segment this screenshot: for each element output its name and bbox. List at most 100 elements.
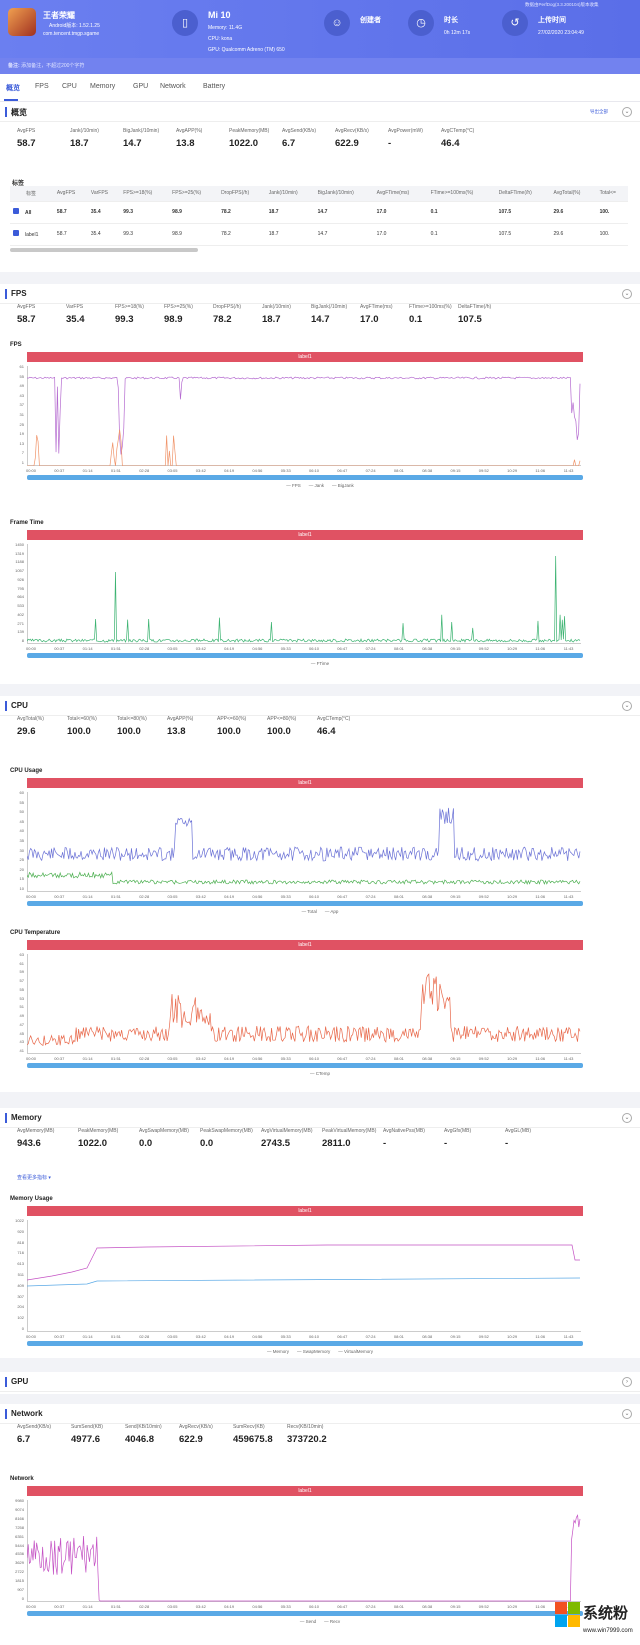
stat-label: AvgGL(MB) <box>505 1128 532 1134</box>
x-tick-label: 06:10 <box>309 1334 320 1339</box>
stat-value: 459675.8 <box>233 1434 273 1445</box>
stat-label: AvgNativePss(MB) <box>383 1128 425 1134</box>
collapse-icon[interactable]: ⌄ <box>622 107 632 117</box>
x-tick-label: 09:52 <box>478 1604 489 1609</box>
chart-legend: — FTime <box>0 661 640 666</box>
remark-label: 备注: <box>8 63 20 69</box>
time-range-slider[interactable] <box>27 901 583 906</box>
y-tick-label: 8 <box>21 638 24 643</box>
time-range-slider[interactable] <box>27 1341 583 1346</box>
y-tick-label: 45 <box>19 818 24 824</box>
x-tick-label: 01:14 <box>82 1334 93 1339</box>
legend-item[interactable]: — Send <box>299 1619 317 1624</box>
remark-bar[interactable]: 备注: 添加备注，不超过200个字符 <box>0 58 640 74</box>
expand-icon[interactable]: › <box>622 1377 632 1387</box>
cell-value: 98.9 <box>172 231 182 237</box>
stat-item: Jank(/10min) 18.7 <box>70 128 130 149</box>
tab-cpu[interactable]: CPU <box>62 83 77 90</box>
stat-item: AvgSend(KB/s) 6.7 <box>17 1424 77 1445</box>
tab-memory[interactable]: Memory <box>90 83 116 90</box>
legend-item[interactable]: — Jank <box>308 483 324 488</box>
x-tick-label: 08:01 <box>393 1056 404 1061</box>
row-checkbox[interactable] <box>13 208 19 214</box>
y-tick-label: 0 <box>21 1596 24 1601</box>
stat-label: FPS>=18(%) <box>115 304 144 310</box>
stat-label: AvgAPP(%) <box>176 128 203 134</box>
y-tick-label: 49 <box>19 383 24 389</box>
x-tick-label: 02:28 <box>139 1056 150 1061</box>
stat-value: 99.3 <box>115 314 134 325</box>
y-tick-label: 61 <box>19 364 24 369</box>
stat-value: 0.1 <box>409 314 423 325</box>
tab-bar: 概览 FPS CPU Memory GPU Network Battery <box>0 74 640 102</box>
y-tick-label: 8166 <box>15 1515 24 1521</box>
collapse-icon[interactable]: ⌄ <box>622 289 632 299</box>
table-cell: 58.7 <box>53 201 88 224</box>
x-tick-label: 08:38 <box>422 1604 433 1609</box>
legend-item[interactable]: — BigJank <box>332 483 354 488</box>
virtualmemory-line <box>27 1277 581 1287</box>
stat-value: 2811.0 <box>322 1138 351 1149</box>
legend-item[interactable]: — Memory <box>267 1349 290 1354</box>
tab-gpu[interactable]: GPU <box>133 83 149 90</box>
x-tick-label: 06:10 <box>309 646 320 651</box>
time-range-slider[interactable] <box>27 1611 583 1616</box>
x-tick-label: 05:33 <box>280 646 291 651</box>
legend-item[interactable]: — Total <box>301 909 317 914</box>
time-range-slider[interactable] <box>27 1063 583 1068</box>
x-tick-label: 08:38 <box>422 646 433 651</box>
cell-value: 35.4 <box>90 231 101 237</box>
cell-value: 58.7 <box>56 209 67 215</box>
legend-item[interactable]: — SwapMemory <box>297 1349 331 1354</box>
y-tick-label: 1450 <box>15 542 24 547</box>
y-tick-label: 25 <box>19 857 24 863</box>
x-tick-label: 03:42 <box>195 894 206 899</box>
table-cell: 98.9 <box>169 223 219 246</box>
tab-overview[interactable]: 概览 <box>6 85 20 92</box>
x-tick-label: 01:51 <box>110 1334 121 1339</box>
legend-item[interactable]: — Recv <box>324 1619 341 1624</box>
more-metrics-link[interactable]: 查看更多指标 ▾ <box>17 1175 51 1181</box>
stat-label: AvgSend(KB/s) <box>17 1424 52 1430</box>
y-tick-label: 1815 <box>15 1578 24 1584</box>
x-tick-label: 00:37 <box>54 1604 65 1609</box>
cell-value: 78.2 <box>221 209 231 215</box>
y-tick-label: 102 <box>17 1315 24 1321</box>
stat-label: AvgPower(mW) <box>388 128 423 134</box>
row-checkbox[interactable] <box>13 230 19 236</box>
table-cell: 17.0 <box>373 223 428 246</box>
x-tick-label: 06:47 <box>337 1604 348 1609</box>
stat-item: PeakMemory(MB) 1022.0 <box>78 1128 138 1149</box>
stat-value: 46.4 <box>441 138 460 149</box>
stat-value: 17.0 <box>360 314 379 325</box>
x-tick-label: 04:56 <box>252 468 263 473</box>
creator-label: 创建者 <box>360 17 381 24</box>
x-tick-label: 11:43 <box>563 646 574 651</box>
time-range-slider[interactable] <box>27 475 583 480</box>
collapse-icon[interactable]: ⌄ <box>622 701 632 711</box>
stat-item: AvgAPP(%) 13.8 <box>167 716 227 737</box>
remark-input[interactable]: 添加备注，不超过200个字符 <box>21 63 85 69</box>
stat-item: SumSend(KB) 4977.6 <box>71 1424 131 1445</box>
legend-item[interactable]: — FTime <box>310 661 330 666</box>
tab-battery[interactable]: Battery <box>203 83 226 90</box>
y-tick-label: 53 <box>19 995 24 1001</box>
collapse-icon[interactable]: ⌄ <box>622 1409 632 1419</box>
stat-label: DropFPS(/h) <box>213 304 242 310</box>
legend-item[interactable]: — FPS <box>286 483 301 488</box>
legend-item[interactable]: — VirtualMemory <box>338 1349 373 1354</box>
chart-legend: — Memory — SwapMemory — VirtualMemory <box>0 1349 640 1354</box>
tab-fps[interactable]: FPS <box>35 83 49 90</box>
export-all-link[interactable]: 导出全部 <box>590 109 608 114</box>
cell-value: 18.7 <box>268 231 279 237</box>
collapse-icon[interactable]: ⌄ <box>622 1113 632 1123</box>
x-tick-label: 11:06 <box>535 646 546 651</box>
stat-value: 100.0 <box>217 726 241 737</box>
y-tick-label: 30 <box>19 847 24 853</box>
legend-item[interactable]: — CTemp <box>309 1071 330 1076</box>
legend-item[interactable]: — App <box>324 909 339 914</box>
table-cell: 100. <box>596 201 628 224</box>
table-scrollbar[interactable] <box>10 248 198 252</box>
time-range-slider[interactable] <box>27 653 583 658</box>
tab-network[interactable]: Network <box>160 83 186 90</box>
